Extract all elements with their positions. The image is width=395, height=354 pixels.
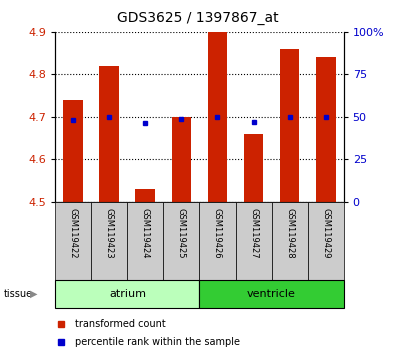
Bar xyxy=(308,202,344,280)
Bar xyxy=(280,49,299,202)
Text: tissue: tissue xyxy=(4,289,33,299)
Bar xyxy=(55,202,91,280)
Text: GSM119428: GSM119428 xyxy=(285,208,294,259)
Text: transformed count: transformed count xyxy=(75,319,166,329)
Bar xyxy=(127,202,164,280)
Text: GSM119427: GSM119427 xyxy=(249,208,258,259)
Bar xyxy=(235,202,272,280)
Bar xyxy=(55,280,199,308)
Text: ▶: ▶ xyxy=(30,289,37,299)
Text: GSM119424: GSM119424 xyxy=(141,208,150,258)
Text: atrium: atrium xyxy=(109,289,146,299)
Bar xyxy=(100,66,119,202)
Bar xyxy=(199,280,344,308)
Text: GSM119425: GSM119425 xyxy=(177,208,186,258)
Text: percentile rank within the sample: percentile rank within the sample xyxy=(75,337,241,348)
Bar xyxy=(199,202,235,280)
Bar xyxy=(272,202,308,280)
Text: GSM119426: GSM119426 xyxy=(213,208,222,259)
Bar xyxy=(171,117,191,202)
Bar xyxy=(244,134,263,202)
Bar xyxy=(91,202,127,280)
Text: ventricle: ventricle xyxy=(247,289,296,299)
Text: GSM119422: GSM119422 xyxy=(69,208,78,258)
Bar xyxy=(316,57,335,202)
Bar xyxy=(164,202,199,280)
Bar xyxy=(208,32,228,202)
Text: GSM119423: GSM119423 xyxy=(105,208,114,259)
Text: GDS3625 / 1397867_at: GDS3625 / 1397867_at xyxy=(117,11,278,25)
Bar xyxy=(135,189,155,202)
Bar xyxy=(64,100,83,202)
Text: GSM119429: GSM119429 xyxy=(321,208,330,258)
